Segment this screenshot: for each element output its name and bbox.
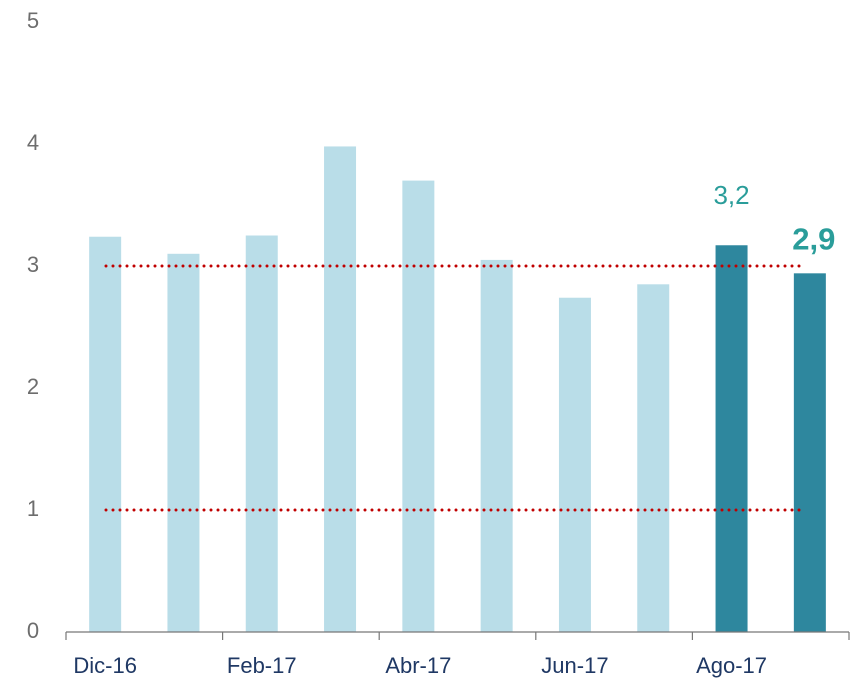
bar — [245, 235, 278, 632]
value-label: 2,9 — [792, 222, 835, 257]
x-tick-label: Abr-17 — [385, 653, 451, 678]
x-tick-label: Feb-17 — [227, 653, 297, 678]
bar — [324, 146, 357, 632]
y-tick-label: 2 — [27, 374, 39, 399]
value-label: 3,2 — [713, 180, 749, 210]
y-tick-label: 1 — [27, 496, 39, 521]
bar — [793, 273, 826, 632]
y-tick-label: 5 — [27, 8, 39, 33]
bar — [715, 245, 748, 632]
bar — [480, 259, 513, 632]
y-tick-label: 0 — [27, 618, 39, 643]
x-tick-label: Ago-17 — [696, 653, 767, 678]
bar — [89, 236, 122, 632]
x-tick-label: Dic-16 — [73, 653, 137, 678]
x-tick-label: Jun-17 — [541, 653, 608, 678]
bar — [637, 284, 670, 632]
bar — [558, 297, 591, 632]
y-tick-label: 4 — [27, 130, 39, 155]
bar — [167, 253, 200, 633]
y-tick-label: 3 — [27, 252, 39, 277]
bar — [402, 180, 435, 632]
